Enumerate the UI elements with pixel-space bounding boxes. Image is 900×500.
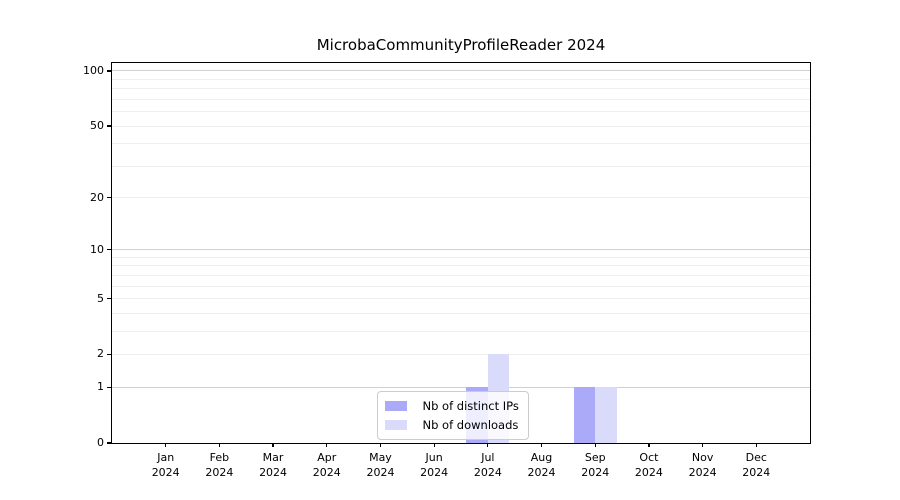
gridline-minor xyxy=(112,197,810,199)
x-tick-label: Nov 2024 xyxy=(675,450,731,480)
x-tick-month: Dec xyxy=(745,451,767,464)
x-tick-year: 2024 xyxy=(259,466,288,479)
y-tick-label: 0 xyxy=(97,436,104,449)
gridline-minor xyxy=(112,256,810,258)
gridline-major xyxy=(112,386,810,388)
x-tick-label: Dec 2024 xyxy=(728,450,784,480)
x-tick-label: May 2024 xyxy=(352,450,408,480)
y-tick-label: 5 xyxy=(97,291,104,305)
gridline-major xyxy=(112,249,810,251)
gridline-minor xyxy=(112,265,810,267)
y-tick xyxy=(107,297,111,300)
x-tick xyxy=(165,443,167,447)
y-tick xyxy=(107,125,111,127)
y-tick xyxy=(107,353,111,356)
x-tick-year: 2024 xyxy=(688,466,717,479)
x-tick-year: 2024 xyxy=(151,466,180,479)
x-tick xyxy=(540,443,543,447)
gridline-minor xyxy=(112,312,810,314)
x-tick-year: 2024 xyxy=(634,466,663,479)
x-tick-year: 2024 xyxy=(366,466,395,479)
gridline-minor xyxy=(112,165,810,167)
x-tick-label: Feb 2024 xyxy=(191,450,247,480)
x-tick xyxy=(755,443,757,447)
legend-row: Nb of downloads xyxy=(385,416,519,434)
x-tick-label: Oct 2024 xyxy=(621,450,677,480)
gridline-minor xyxy=(112,111,810,113)
y-tick xyxy=(107,197,111,199)
x-tick xyxy=(702,443,704,447)
x-tick-month: Apr xyxy=(317,451,337,464)
x-tick-year: 2024 xyxy=(205,466,234,479)
y-tick xyxy=(107,386,111,388)
legend-swatch xyxy=(385,400,407,412)
y-tick xyxy=(107,249,111,251)
legend-label: Nb of distinct IPs xyxy=(422,399,519,413)
gridline-minor xyxy=(112,330,810,332)
chart-title: MicrobaCommunityProfileReader 2024 xyxy=(316,36,606,54)
y-tick-label: 20 xyxy=(90,190,104,204)
gridline-major xyxy=(112,70,810,72)
x-tick-year: 2024 xyxy=(581,466,610,479)
y-tick-label: 10 xyxy=(90,242,104,256)
x-tick-month: May xyxy=(369,451,392,464)
x-tick xyxy=(648,443,650,447)
legend-label: Nb of downloads xyxy=(422,418,519,432)
gridline-minor xyxy=(112,125,810,127)
x-tick-label: Mar 2024 xyxy=(245,450,301,480)
x-tick-label: Sep 2024 xyxy=(567,450,623,480)
gridline-minor xyxy=(112,274,810,276)
x-tick-label: Jan 2024 xyxy=(138,450,194,480)
gridline-minor xyxy=(112,98,810,100)
x-tick-month: Oct xyxy=(639,451,659,464)
gridline-minor xyxy=(112,143,810,145)
y-tick xyxy=(107,70,111,72)
x-tick xyxy=(272,443,274,447)
y-tick-label: 1 xyxy=(97,380,104,394)
x-tick xyxy=(487,443,489,447)
x-tick-month: Feb xyxy=(209,451,230,464)
gridline-minor xyxy=(112,298,810,300)
y-tick-label: 50 xyxy=(90,119,104,133)
plot-area: Nb of distinct IPs Nb of downloads 0 1 2 5 10… xyxy=(83,62,811,479)
x-tick-month: Jun xyxy=(425,451,443,464)
legend: Nb of distinct IPs Nb of downloads xyxy=(377,391,529,440)
x-tick-label: Jun 2024 xyxy=(406,450,462,480)
x-tick xyxy=(218,443,220,447)
x-tick-year: 2024 xyxy=(742,466,771,479)
bar-nb-of-downloads-sep xyxy=(595,387,617,443)
gridline-minor xyxy=(112,353,810,355)
x-tick xyxy=(326,443,328,447)
x-tick-month: Mar xyxy=(262,451,284,464)
x-tick-year: 2024 xyxy=(527,466,556,479)
x-tick-year: 2024 xyxy=(473,466,502,479)
x-tick-month: Sep xyxy=(584,451,606,464)
x-tick xyxy=(433,443,435,447)
x-tick xyxy=(379,443,382,447)
gridline-minor xyxy=(112,78,810,80)
y-tick-label: 100 xyxy=(83,63,104,77)
x-tick-year: 2024 xyxy=(312,466,341,479)
legend-swatch xyxy=(385,419,407,431)
gridline-minor xyxy=(112,285,810,287)
x-tick-label: Apr 2024 xyxy=(299,450,355,480)
x-tick-month: Aug xyxy=(530,451,553,464)
x-tick-month: Jan xyxy=(157,451,175,464)
x-tick-label: Aug 2024 xyxy=(514,450,570,480)
legend-row: Nb of distinct IPs xyxy=(385,397,519,415)
x-tick-label: Jul 2024 xyxy=(460,450,516,480)
y-tick-label: 2 xyxy=(97,347,104,361)
y-tick xyxy=(107,442,111,444)
x-tick-month: Nov xyxy=(691,451,714,464)
x-tick-year: 2024 xyxy=(420,466,449,479)
x-tick-month: Jul xyxy=(481,451,495,464)
x-tick xyxy=(594,443,596,447)
gridline-minor xyxy=(112,88,810,90)
bar-nb-of-distinct-ips-sep xyxy=(573,387,596,443)
